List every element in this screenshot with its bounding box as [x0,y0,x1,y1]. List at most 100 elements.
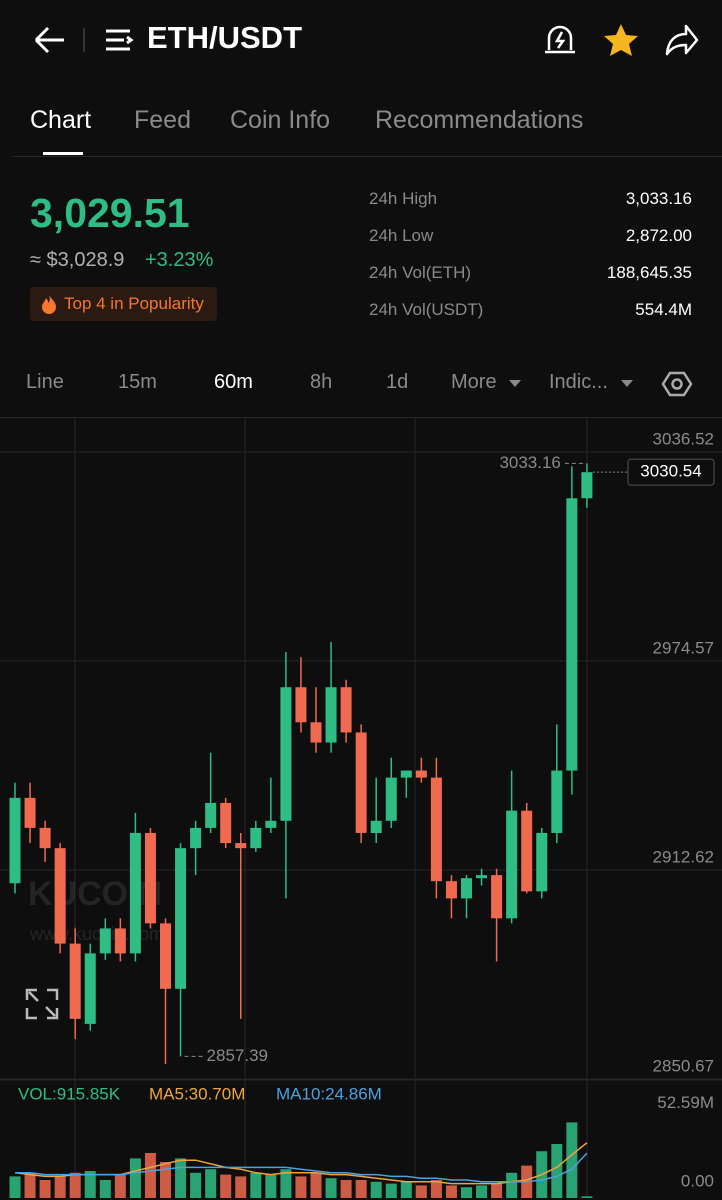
y-tick-label: 2912.62 [653,847,714,866]
interval[interactable]: More [451,371,497,393]
dropdown-arrow [509,380,521,387]
volume-bar [325,1178,337,1198]
candle-body [340,687,352,733]
candle-body [9,797,21,884]
price-change: +3.23% [145,249,214,271]
volume-tick-label: 0.00 [681,1171,714,1190]
candle-body [235,843,247,849]
candle-body [160,923,171,989]
volume-bar [175,1158,187,1198]
candle-body [385,777,397,821]
tab[interactable]: Feed [134,106,191,134]
candle-body [84,953,96,1024]
candle-body [250,827,262,849]
divider [12,156,722,157]
candle-body [476,875,488,879]
candle-body [506,810,518,919]
menu-button[interactable] [106,29,134,51]
candle-body [99,928,111,954]
candle-body [295,687,307,723]
candle-body [325,687,337,743]
volume-bar [144,1153,156,1198]
candle-body [54,848,66,944]
candle-body [129,832,141,954]
volume-bar [476,1185,488,1198]
fullscreen-button[interactable] [25,988,59,1020]
volume-bar [24,1172,36,1198]
candle-body [415,770,427,778]
low-label: 2857.39 [207,1046,268,1065]
candle-body [175,848,187,989]
current-price-label: 3030.54 [640,462,701,481]
header-icons [34,24,699,56]
volume-bar [54,1176,66,1198]
tab[interactable]: Recommendations [375,106,584,134]
high-label: 3033.16 [499,453,560,472]
candle-body [310,722,322,743]
volume-bar [9,1176,21,1198]
volume-label: VOL:915.85K [18,1084,121,1103]
volume-bar [265,1174,277,1198]
candle-body [581,472,593,499]
candle-body [370,820,382,833]
volume-bar [39,1180,51,1198]
candle-body [445,881,457,899]
alert-button[interactable] [545,25,575,54]
popularity-badge[interactable]: Top 4 in Popularity [30,287,217,321]
volume-bar [581,1196,593,1198]
y-tick-label: 2850.67 [653,1056,714,1075]
volume-bar [370,1181,382,1198]
volume-bar [235,1176,247,1198]
volume-bar [445,1185,457,1198]
fire-icon [42,295,56,314]
watermark-url: www.kucoin.com [29,924,164,944]
candle-body [566,498,578,771]
interval[interactable]: Line [26,371,64,393]
stat-value: 3,033.16 [625,189,692,208]
candle-body [190,827,202,849]
candle-body [265,820,277,828]
badge-text: Top 4 in Popularity [64,294,204,313]
volume-bar [461,1187,472,1198]
ma-line [15,1152,588,1183]
volume-tick-label: 52.59M [657,1093,714,1112]
candle-body [144,832,156,924]
current-price-tag [627,458,715,486]
volume-bar [400,1181,412,1198]
volume-bar [295,1176,307,1198]
back-button[interactable] [34,26,64,54]
candle-body [461,878,472,899]
vertical-grid [74,418,588,1198]
y-tick-label: 2974.57 [653,638,714,657]
volume-bar [566,1122,578,1198]
interval[interactable]: 15m [118,371,157,393]
volume-bar [99,1180,111,1198]
volume-bar [430,1180,442,1198]
candle-body [430,777,442,882]
candle-body [491,875,503,919]
volume-bar [160,1162,171,1198]
volume-bar [506,1172,518,1198]
y-tick-label: 3036.52 [653,429,714,448]
candle-body [551,770,563,833]
tab[interactable]: Coin Info [230,106,331,134]
interval[interactable]: 8h [310,371,333,393]
tab-indicator [43,152,83,155]
volume-bar [385,1183,397,1198]
favorite-button[interactable] [604,24,638,56]
volume-bar [190,1172,202,1198]
stat-label: 24h Vol(USDT) [369,300,484,319]
settings-button[interactable] [661,371,693,397]
share-button[interactable] [665,24,699,56]
interval[interactable]: 60m [214,371,253,393]
volume-bar [220,1174,232,1198]
stat-value: 554.4M [635,300,692,319]
ma10-label: MA10:24.86M [276,1084,382,1103]
candle-body [355,732,367,833]
tab[interactable]: Chart [30,106,92,134]
candle-body [69,943,81,1019]
interval[interactable]: 1d [386,371,409,393]
interval[interactable]: Indic... [549,371,608,393]
